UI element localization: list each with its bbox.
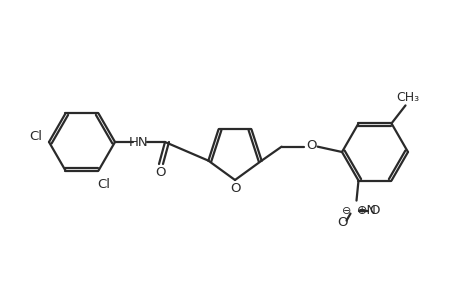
Text: ⊕N: ⊕N xyxy=(356,204,375,217)
Text: O: O xyxy=(230,182,241,196)
Text: Cl: Cl xyxy=(97,178,110,191)
Text: O: O xyxy=(156,167,166,179)
Text: O: O xyxy=(306,139,316,152)
Text: O: O xyxy=(369,204,379,217)
Text: HN: HN xyxy=(129,136,149,148)
Text: Cl: Cl xyxy=(29,130,42,142)
Text: CH₃: CH₃ xyxy=(395,91,418,104)
Text: ⊖: ⊖ xyxy=(341,206,350,216)
Text: O: O xyxy=(336,216,347,229)
